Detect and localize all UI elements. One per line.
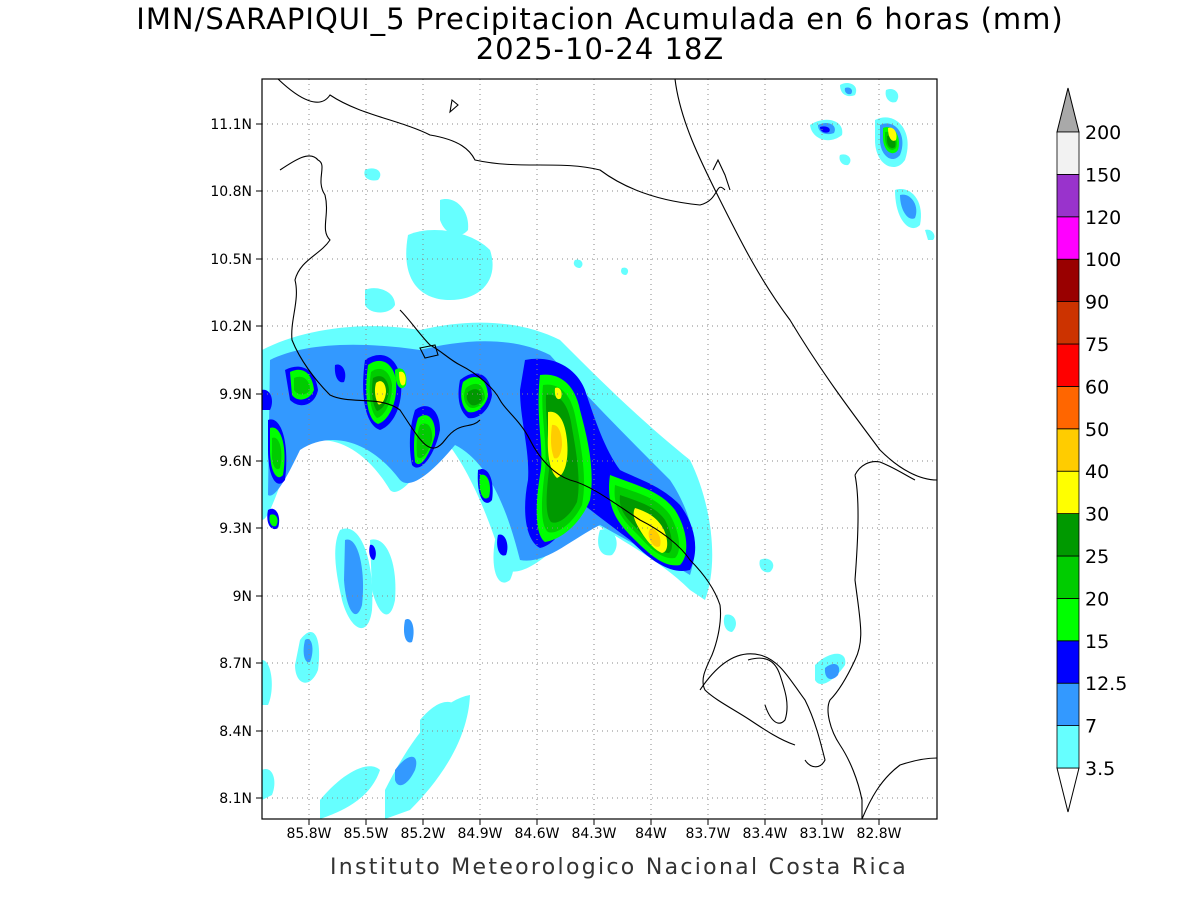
precipitation-field	[262, 83, 935, 819]
x-tick-label: 83.4W	[742, 826, 787, 842]
colorbar-over-arrow	[1056, 87, 1080, 133]
colorbar-legend: 3.5 7 12.5 15 20 25 30 40 50 60 75 90 100 120 150 200	[1056, 87, 1127, 813]
colorbar-label: 30	[1085, 504, 1109, 526]
y-tick-label: 9.3N	[219, 521, 252, 537]
colorbar-swatch	[1056, 173, 1080, 218]
y-tick-label: 10.8N	[210, 184, 252, 200]
colorbar-label: 120	[1085, 207, 1121, 229]
y-tick-label: 8.4N	[219, 724, 252, 740]
colorbar-swatch	[1056, 428, 1080, 472]
colorbar-swatch	[1056, 258, 1080, 303]
colorbar-swatch	[1056, 470, 1080, 515]
colorbar-label: 20	[1085, 588, 1109, 610]
colorbar-swatch	[1056, 598, 1080, 642]
colorbar-label: 200	[1085, 122, 1121, 144]
colorbar-label: 90	[1085, 292, 1109, 314]
colorbar-swatch	[1056, 682, 1080, 727]
x-tick-label: 85.2W	[400, 826, 445, 842]
y-tick-label: 10.2N	[210, 319, 252, 335]
colorbar-swatch	[1056, 513, 1080, 557]
y-tick-label: 10.5N	[210, 252, 252, 268]
colorbar-label: 150	[1085, 164, 1121, 186]
colorbar-label: 60	[1085, 376, 1109, 398]
y-tick-label: 9.6N	[219, 454, 252, 470]
colorbar-swatch	[1056, 555, 1080, 599]
plot-frame	[261, 78, 938, 820]
y-tick-label: 9N	[233, 589, 252, 605]
x-tick-label: 83.1W	[799, 826, 844, 842]
x-tick-label: 84.6W	[514, 826, 559, 842]
colorbar-swatch	[1056, 343, 1080, 387]
y-tick-label: 9.9N	[219, 387, 252, 403]
colorbar-label: 100	[1085, 249, 1121, 271]
y-tick-label: 11.1N	[210, 117, 252, 133]
x-tick-label: 85.8W	[286, 826, 331, 842]
x-axis: 85.8W 85.5W 85.2W 84.9W 84.6W 84.3W 84W 83.7W 83…	[286, 819, 902, 842]
coastlines-borders	[277, 79, 937, 819]
x-tick-label: 84.9W	[457, 826, 502, 842]
colorbar-swatch	[1056, 640, 1080, 684]
x-tick-label: 84.3W	[571, 826, 616, 842]
colorbar-label: 7	[1085, 716, 1097, 738]
colorbar-label: 15	[1085, 631, 1109, 653]
y-tick-label: 8.7N	[219, 656, 252, 672]
x-tick-label: 83.7W	[685, 826, 730, 842]
footer-credit: Instituto Meteorologico Nacional Costa R…	[330, 855, 909, 880]
map-subtitle-datetime: 2025-10-24 18Z	[475, 32, 725, 66]
colorbar-under-arrow	[1056, 767, 1080, 813]
colorbar-swatch	[1056, 385, 1080, 430]
x-tick-label: 85.5W	[343, 826, 388, 842]
x-tick-label: 84W	[635, 826, 667, 842]
colorbar-label: 40	[1085, 461, 1109, 483]
colorbar-label: 3.5	[1085, 758, 1115, 780]
colorbar-label: 25	[1085, 546, 1109, 568]
colorbar-swatch	[1056, 131, 1080, 175]
y-axis: 11.1N 10.8N 10.5N 10.2N 9.9N 9.6N 9.3N 9N 8.7N 8.…	[210, 117, 262, 807]
colorbar-swatch	[1056, 216, 1080, 260]
y-tick-label: 8.1N	[219, 791, 252, 807]
colorbar-label: 75	[1085, 334, 1109, 356]
colorbar-swatch	[1056, 301, 1080, 345]
colorbar-label: 12.5	[1085, 673, 1127, 695]
map-title: IMN/SARAPIQUI_5 Precipitacion Acumulada …	[136, 2, 1064, 36]
colorbar-label: 50	[1085, 419, 1109, 441]
x-tick-label: 82.8W	[856, 826, 901, 842]
colorbar-swatch	[1056, 725, 1080, 769]
